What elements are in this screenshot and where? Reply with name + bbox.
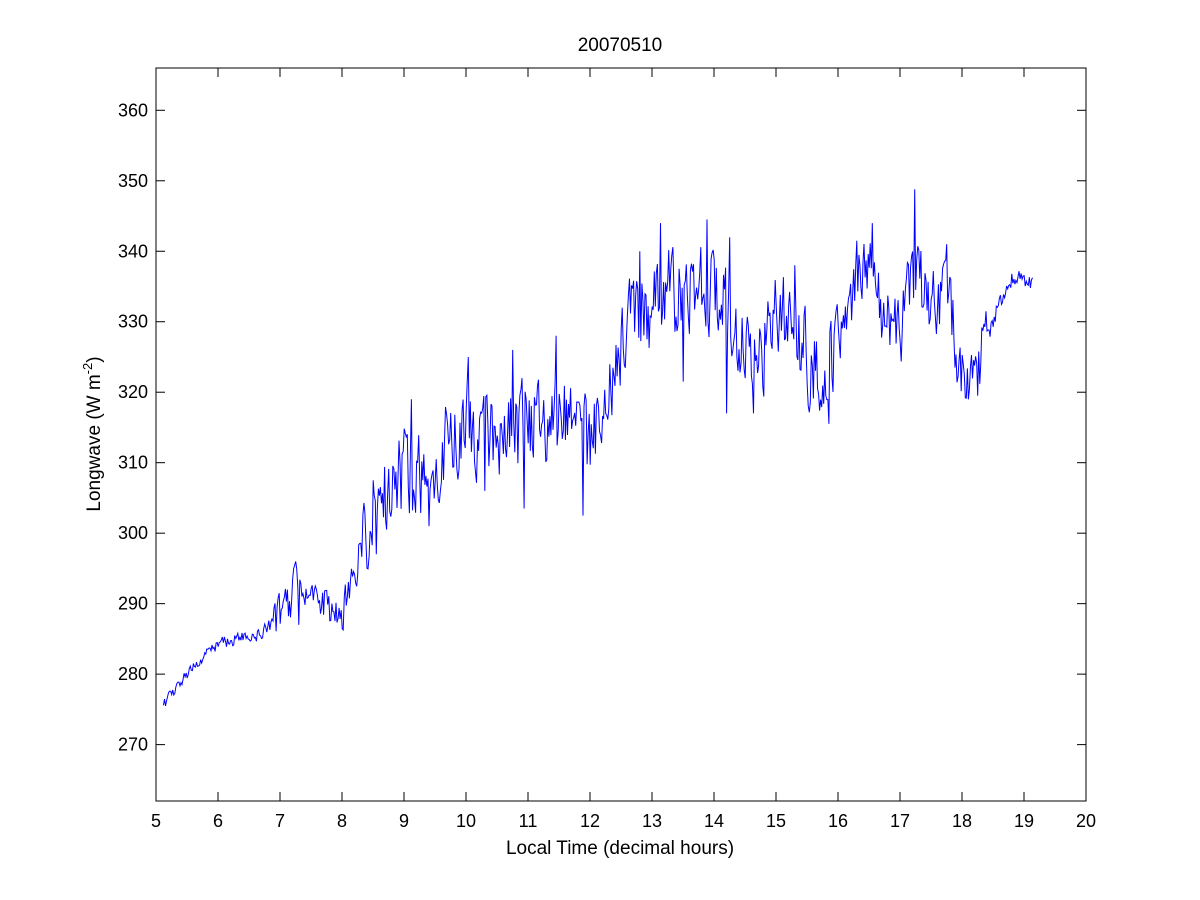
x-tick-label: 11 xyxy=(519,811,538,831)
x-tick-label: 14 xyxy=(704,811,724,831)
x-tick-label: 13 xyxy=(642,811,662,831)
x-tick-label: 12 xyxy=(580,811,600,831)
x-tick-label: 16 xyxy=(828,811,848,831)
y-tick-label: 300 xyxy=(118,523,148,543)
x-tick-label: 19 xyxy=(1014,811,1034,831)
y-tick-label: 320 xyxy=(118,382,148,402)
y-axis-label: Longwave (W m-2) xyxy=(80,356,105,511)
y-tick-label: 360 xyxy=(118,100,148,120)
y-tick-label: 350 xyxy=(118,171,148,191)
y-axis-ticks: 270 280 290 300 310 320 330 340 350 360 xyxy=(118,100,1086,755)
x-tick-label: 17 xyxy=(890,811,910,831)
y-tick-label: 340 xyxy=(118,241,148,261)
x-tick-label: 15 xyxy=(766,811,786,831)
x-tick-label: 6 xyxy=(213,811,223,831)
x-axis-label: Local Time (decimal hours) xyxy=(506,838,734,859)
y-axis-label-main: Longwave (W m xyxy=(84,374,105,511)
y-axis-label-superscript: -2 xyxy=(80,363,95,375)
x-tick-label: 8 xyxy=(337,811,347,831)
y-tick-label: 330 xyxy=(118,312,148,332)
x-axis-ticks: 5 6 7 8 9 10 11 12 13 14 15 16 17 18 19 20 xyxy=(151,68,1096,831)
y-tick-label: 270 xyxy=(118,735,148,755)
y-axis-label-close: ) xyxy=(84,356,105,362)
y-tick-label: 310 xyxy=(118,453,148,473)
plot-frame xyxy=(155,67,1087,802)
y-tick-label: 280 xyxy=(118,664,148,684)
y-tick-label: 290 xyxy=(118,594,148,614)
x-tick-label: 7 xyxy=(275,811,285,831)
chart-title: 20070510 xyxy=(578,35,663,56)
x-tick-label: 9 xyxy=(399,811,409,831)
x-tick-label: 5 xyxy=(151,811,161,831)
x-tick-label: 10 xyxy=(456,811,476,831)
x-tick-label: 20 xyxy=(1076,811,1096,831)
longwave-series-line xyxy=(162,189,1033,706)
plot-axes: 5 6 7 8 9 10 11 12 13 14 15 16 17 18 19 20 270 280 290 300… xyxy=(118,67,1096,831)
x-tick-label: 18 xyxy=(952,811,972,831)
